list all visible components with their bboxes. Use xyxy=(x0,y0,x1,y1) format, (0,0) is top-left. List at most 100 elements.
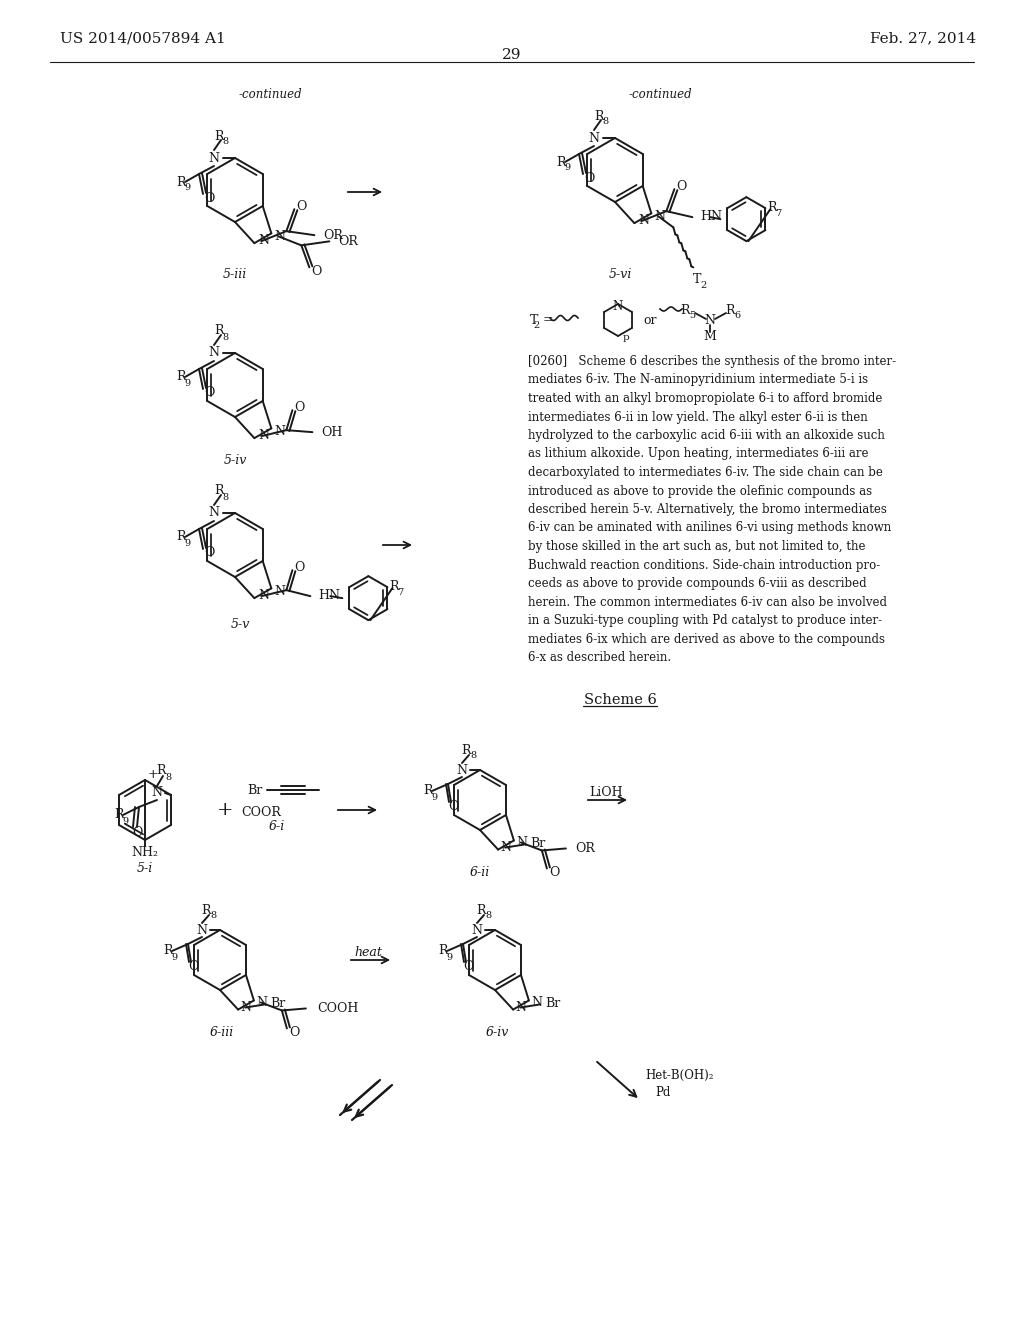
Text: OR: OR xyxy=(324,228,343,242)
Text: R: R xyxy=(594,110,604,123)
Text: R: R xyxy=(556,156,565,169)
Text: R: R xyxy=(115,808,124,821)
Text: R: R xyxy=(176,531,185,544)
Text: COOH: COOH xyxy=(316,1002,358,1015)
Text: Br: Br xyxy=(530,837,546,850)
Text: 5-i: 5-i xyxy=(137,862,154,874)
Text: [0260]   Scheme 6 describes the synthesis of the bromo inter-
mediates 6-iv. The: [0260] Scheme 6 describes the synthesis … xyxy=(528,355,896,664)
Text: T: T xyxy=(693,273,701,286)
Text: N: N xyxy=(471,924,482,936)
Text: 8: 8 xyxy=(210,912,216,920)
Text: Br: Br xyxy=(270,997,286,1010)
Text: R: R xyxy=(176,176,185,189)
Text: 5-iii: 5-iii xyxy=(223,268,247,281)
Text: -continued: -continued xyxy=(239,88,302,102)
Text: O: O xyxy=(294,401,304,413)
Text: R: R xyxy=(389,579,399,593)
Text: 5-vi: 5-vi xyxy=(608,268,632,281)
Text: 7: 7 xyxy=(775,209,781,218)
Text: US 2014/0057894 A1: US 2014/0057894 A1 xyxy=(60,30,225,45)
Text: 2: 2 xyxy=(700,281,707,290)
Text: Br: Br xyxy=(248,784,262,796)
Text: 9: 9 xyxy=(445,953,452,961)
Text: O: O xyxy=(132,826,142,840)
Text: R: R xyxy=(476,903,485,916)
Text: N: N xyxy=(274,425,286,438)
Text: 8: 8 xyxy=(222,492,228,502)
Text: 8: 8 xyxy=(485,912,492,920)
Text: 9: 9 xyxy=(184,379,190,388)
Text: N: N xyxy=(531,997,543,1008)
Text: 9: 9 xyxy=(184,539,190,548)
Text: O: O xyxy=(447,800,458,813)
Text: R: R xyxy=(768,201,777,214)
Text: R: R xyxy=(461,743,471,756)
Text: heat: heat xyxy=(354,945,382,958)
Text: R: R xyxy=(157,764,166,777)
Text: R: R xyxy=(214,325,224,338)
Text: 6: 6 xyxy=(734,312,740,321)
Text: N: N xyxy=(501,841,512,854)
Text: 6-ii: 6-ii xyxy=(470,866,490,879)
Text: HN: HN xyxy=(318,589,340,602)
Text: 5-iv: 5-iv xyxy=(223,454,247,466)
Text: N: N xyxy=(516,1001,526,1014)
Text: 7: 7 xyxy=(397,587,403,597)
Text: 5: 5 xyxy=(689,312,695,321)
Text: O: O xyxy=(463,961,473,974)
Text: 8: 8 xyxy=(222,137,228,147)
Text: HN: HN xyxy=(700,210,722,223)
Text: N: N xyxy=(705,314,716,326)
Text: COOR: COOR xyxy=(241,805,281,818)
Text: R: R xyxy=(438,945,447,957)
Text: N: N xyxy=(589,132,599,144)
Text: 8: 8 xyxy=(222,333,228,342)
Text: R: R xyxy=(214,129,224,143)
Text: O: O xyxy=(311,265,322,277)
Text: N: N xyxy=(152,787,163,800)
Text: 6-iv: 6-iv xyxy=(485,1027,509,1040)
Text: 6-i: 6-i xyxy=(269,820,285,833)
Text: Scheme 6: Scheme 6 xyxy=(584,693,656,708)
Text: N: N xyxy=(654,210,666,223)
Text: 9: 9 xyxy=(564,164,570,173)
Text: N: N xyxy=(613,300,624,313)
Text: N: N xyxy=(209,346,219,359)
Text: OR: OR xyxy=(338,235,358,248)
Text: N: N xyxy=(197,924,208,936)
Text: R: R xyxy=(725,304,735,317)
Text: O: O xyxy=(204,191,214,205)
Text: N: N xyxy=(209,507,219,520)
Text: O: O xyxy=(294,561,304,574)
Text: O: O xyxy=(204,387,214,400)
Text: N: N xyxy=(516,836,527,849)
Text: 9: 9 xyxy=(122,817,128,825)
Text: 2: 2 xyxy=(534,322,540,330)
Text: O: O xyxy=(550,866,560,879)
Text: N: N xyxy=(258,429,269,442)
Text: T: T xyxy=(530,314,539,326)
Text: R: R xyxy=(176,371,185,384)
Text: O: O xyxy=(187,961,199,974)
Text: R: R xyxy=(202,903,211,916)
Text: R: R xyxy=(163,945,173,957)
Text: R: R xyxy=(680,304,690,317)
Text: NH₂: NH₂ xyxy=(131,846,159,858)
Text: O: O xyxy=(584,172,594,185)
Text: O: O xyxy=(290,1026,300,1039)
Text: N: N xyxy=(256,997,267,1008)
Text: N: N xyxy=(241,1001,252,1014)
Text: 9: 9 xyxy=(184,183,190,193)
Text: 6-iii: 6-iii xyxy=(210,1027,234,1040)
Text: Br: Br xyxy=(545,997,560,1010)
Text: R: R xyxy=(214,484,224,498)
Text: Pd: Pd xyxy=(655,1085,671,1098)
Text: R: R xyxy=(423,784,433,797)
Text: Feb. 27, 2014: Feb. 27, 2014 xyxy=(870,30,976,45)
Text: N: N xyxy=(638,214,649,227)
Text: O: O xyxy=(204,546,214,560)
Text: 8: 8 xyxy=(165,772,171,781)
Text: +: + xyxy=(217,801,233,818)
Text: LiOH: LiOH xyxy=(589,785,623,799)
Text: 29: 29 xyxy=(502,48,522,62)
